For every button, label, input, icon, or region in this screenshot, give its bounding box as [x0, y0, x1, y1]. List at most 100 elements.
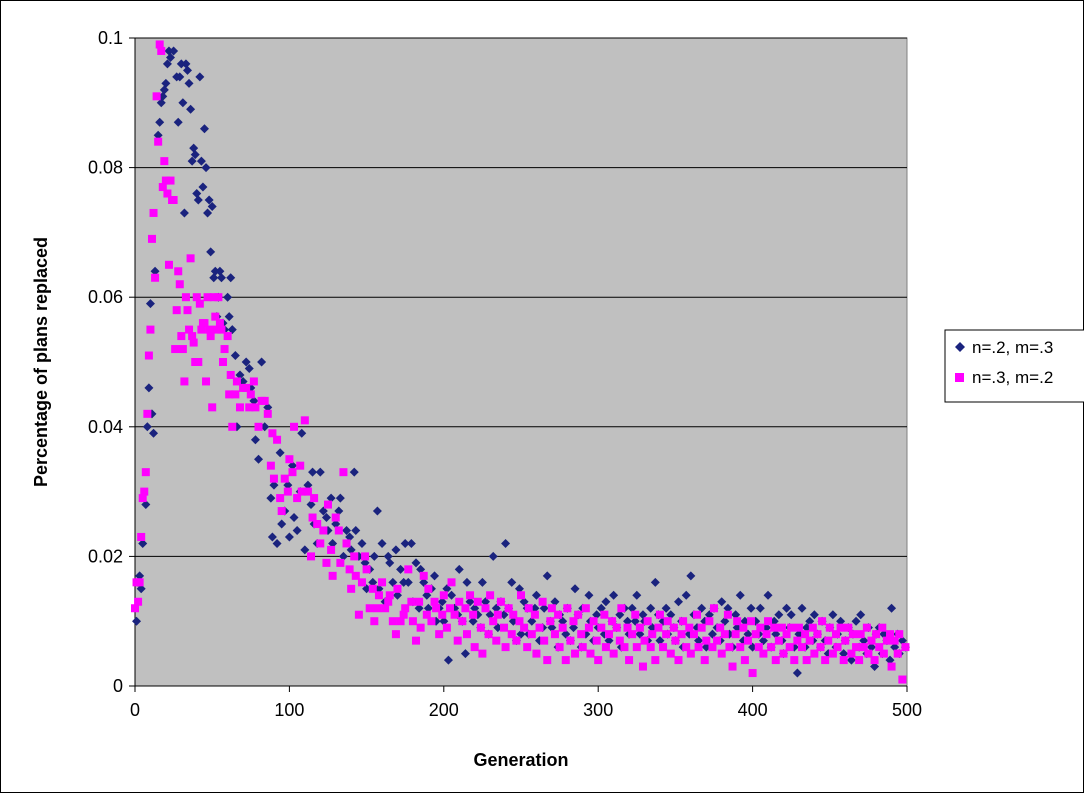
data-point [403, 577, 413, 587]
data-point [708, 643, 717, 652]
data-point [241, 357, 251, 367]
data-point [209, 293, 218, 302]
data-point [558, 623, 567, 632]
data-point [846, 655, 856, 665]
data-point [156, 98, 166, 108]
data-point [798, 643, 807, 652]
data-point [439, 616, 449, 626]
data-point [345, 565, 354, 574]
data-point [673, 597, 683, 607]
data-point [308, 467, 318, 477]
data-point [176, 59, 186, 69]
data-point [825, 623, 834, 632]
data-point [694, 643, 703, 652]
data-point [447, 578, 456, 587]
data-point [898, 675, 907, 684]
data-point [651, 656, 660, 665]
data-point [161, 78, 171, 88]
data-point [787, 623, 796, 632]
data-point [538, 597, 547, 606]
data-point [809, 610, 819, 620]
data-point [617, 604, 626, 613]
data-point [368, 577, 378, 587]
data-point [851, 616, 861, 626]
data-point [161, 176, 170, 185]
data-point [296, 461, 305, 470]
data-point [527, 616, 537, 626]
data-point [368, 584, 377, 593]
data-point [328, 571, 337, 580]
data-point [223, 332, 232, 341]
data-point [491, 603, 501, 613]
data-point [666, 610, 676, 620]
data-point [669, 623, 678, 632]
data-point [159, 85, 169, 95]
data-point [774, 636, 783, 645]
data-point [345, 532, 355, 542]
data-point [263, 402, 273, 412]
data-point [141, 468, 150, 477]
data-point [486, 591, 495, 600]
data-point [713, 636, 722, 645]
data-point [260, 396, 269, 405]
data-point [893, 649, 902, 658]
data-point [535, 623, 544, 632]
data-point [517, 591, 525, 600]
y-tick-label: 0.02 [88, 546, 123, 566]
data-point [203, 208, 213, 218]
data-point [269, 474, 278, 483]
data-point [152, 92, 161, 101]
data-point [217, 325, 226, 334]
data-point [615, 610, 625, 620]
data-point [638, 662, 647, 671]
data-point [532, 649, 541, 658]
data-point [285, 455, 294, 464]
data-point [377, 538, 387, 548]
data-point [786, 610, 796, 620]
data-point [144, 383, 154, 393]
x-tick-label: 200 [429, 700, 459, 720]
data-point [164, 260, 173, 269]
data-point [623, 623, 632, 632]
legend-marker-series-2 [955, 373, 964, 382]
data-point [828, 610, 838, 620]
data-point [177, 332, 186, 341]
data-point [300, 416, 309, 425]
data-point [427, 617, 436, 626]
data-point [422, 610, 431, 619]
data-point [686, 571, 696, 581]
data-point [169, 196, 178, 204]
data-point [485, 610, 495, 620]
data-point [563, 604, 572, 613]
data-point [293, 494, 302, 503]
data-point [885, 655, 895, 665]
data-point [872, 630, 881, 639]
data-point [682, 643, 691, 652]
y-tick-label: 0.08 [88, 158, 123, 178]
data-point [226, 273, 236, 283]
data-point [196, 156, 206, 166]
data-point [496, 597, 505, 606]
data-point [273, 435, 282, 444]
data-point [856, 630, 865, 639]
x-tick-label: 500 [892, 700, 922, 720]
data-point [188, 332, 197, 341]
data-point [219, 358, 228, 366]
data-point [897, 636, 907, 646]
data-point [847, 649, 856, 658]
data-point [212, 325, 221, 334]
data-point [716, 623, 725, 632]
data-point [135, 578, 144, 587]
data-point [848, 630, 857, 639]
data-point [462, 630, 471, 639]
data-point [227, 325, 237, 335]
data-point [685, 623, 694, 632]
data-point [523, 643, 532, 652]
data-point [484, 630, 493, 639]
data-point [277, 507, 286, 516]
data-point [650, 577, 660, 587]
data-point [150, 266, 160, 276]
data-point [430, 571, 440, 581]
data-point [391, 630, 400, 639]
